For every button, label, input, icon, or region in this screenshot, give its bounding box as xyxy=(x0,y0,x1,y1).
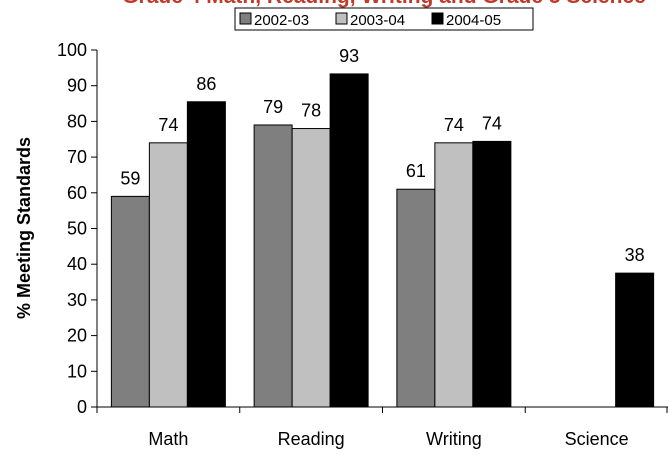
data-labels: 59 74 86 79 78 93 61 74 74 38 xyxy=(120,46,644,265)
x-tick-label: Writing xyxy=(426,429,482,449)
bar xyxy=(110,195,150,408)
data-label: 74 xyxy=(482,113,502,133)
data-label: 86 xyxy=(196,74,216,94)
data-label: 79 xyxy=(263,97,283,117)
y-tick-label: 100 xyxy=(57,40,87,60)
chart-title: Grade 4 Math, Reading, Writing and Grade… xyxy=(122,0,646,8)
y-tick-label: 10 xyxy=(67,361,87,381)
y-tick-label: 30 xyxy=(67,290,87,310)
bar xyxy=(434,142,474,408)
y-tick-label: 40 xyxy=(67,254,87,274)
bars xyxy=(110,73,655,408)
bar xyxy=(186,101,226,408)
legend-label: 2003-04 xyxy=(350,12,405,29)
legend-swatch xyxy=(239,12,252,25)
y-tick-label: 70 xyxy=(67,147,87,167)
y-axis: 0 10 20 30 40 50 60 70 80 90 100 xyxy=(57,40,98,417)
y-tick-label: 50 xyxy=(67,219,87,239)
legend-box xyxy=(234,7,534,31)
bar xyxy=(472,140,512,408)
y-axis-label: % Meeting Standards xyxy=(14,137,34,319)
legend-swatch xyxy=(335,12,348,25)
bar xyxy=(329,73,369,408)
y-tick-label: 0 xyxy=(77,397,87,417)
x-tick-label: Reading xyxy=(278,429,345,449)
y-tick-label: 60 xyxy=(67,183,87,203)
x-tick-label: Science xyxy=(565,429,629,449)
data-label: 74 xyxy=(444,115,464,135)
data-label: 74 xyxy=(158,115,178,135)
bar xyxy=(396,188,436,408)
data-label: 59 xyxy=(120,168,140,188)
bar xyxy=(253,124,293,408)
bar xyxy=(291,128,331,408)
legend-swatch xyxy=(431,12,444,25)
legend-label: 2004-05 xyxy=(446,12,501,29)
legend-label: 2002-03 xyxy=(254,12,309,29)
x-tick-label: Math xyxy=(148,429,188,449)
y-tick-label: 90 xyxy=(67,76,87,96)
data-label: 38 xyxy=(625,245,645,265)
y-tick-label: 80 xyxy=(67,111,87,131)
y-tick-label: 20 xyxy=(67,326,87,346)
data-label: 93 xyxy=(339,46,359,66)
bar xyxy=(615,272,655,408)
bar xyxy=(148,142,188,408)
legend: 2002-03 2003-04 2004-05 xyxy=(234,7,534,31)
x-axis: Math Reading Writing Science xyxy=(96,406,668,449)
data-label: 78 xyxy=(301,101,321,121)
data-label: 61 xyxy=(406,161,426,181)
